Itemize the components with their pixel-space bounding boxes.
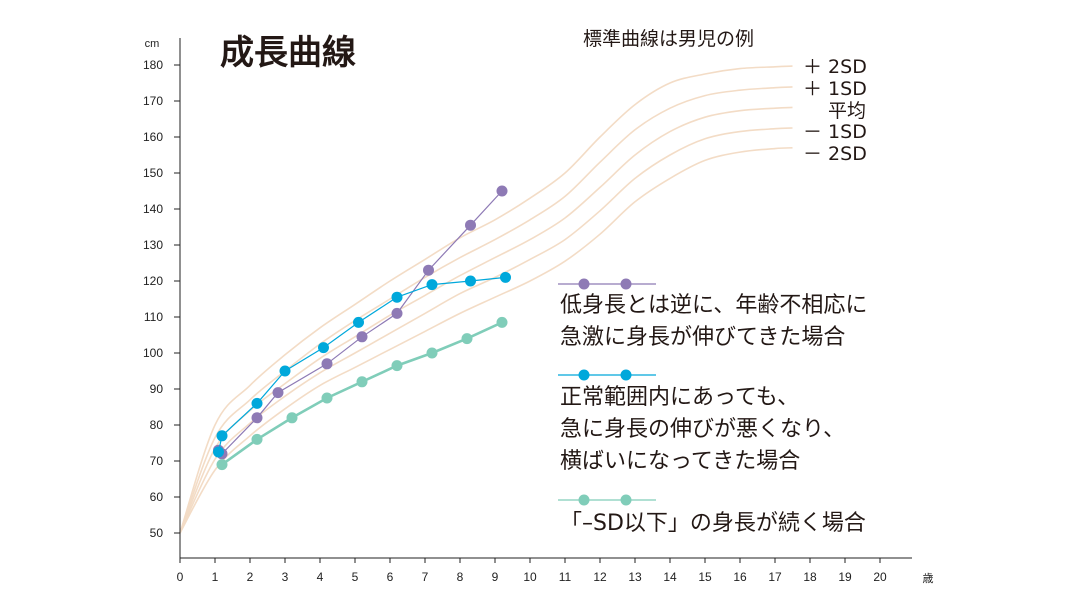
series-line (221, 321, 503, 466)
data-point (496, 185, 508, 197)
data-point (321, 392, 333, 404)
sd-curve-label: － 1SD (803, 121, 867, 143)
data-point (272, 387, 284, 399)
sd-curve (179, 106, 793, 534)
data-point (465, 275, 476, 287)
series-line (218, 190, 503, 455)
y-tick-label: 170 (143, 94, 163, 108)
y-tick-label: 110 (144, 310, 163, 324)
data-point (251, 433, 263, 445)
data-point (251, 412, 263, 424)
sd-curve (179, 127, 793, 534)
y-tick-label: 130 (143, 238, 163, 252)
y-tick-label: 180 (143, 58, 163, 72)
x-tick-label: 11 (559, 570, 572, 584)
y-tick-label: 60 (150, 490, 164, 504)
y-tick-label: 80 (150, 418, 164, 432)
x-tick-label: 2 (247, 570, 254, 584)
x-tick-label: 12 (593, 570, 607, 584)
legend-text-line: 急に身長の伸びが悪くなり、 (560, 417, 845, 442)
x-tick-label: 9 (492, 570, 499, 584)
x-tick-label: 8 (457, 570, 464, 584)
data-point (391, 307, 403, 319)
data-point (216, 459, 228, 471)
data-point (391, 291, 403, 303)
data-point (286, 412, 298, 424)
data-point (353, 316, 364, 328)
data-point (423, 264, 434, 276)
x-tick-label: 20 (873, 570, 887, 584)
y-tick-label: 70 (150, 454, 164, 468)
series-line (217, 276, 506, 453)
legend-sample-marker (578, 369, 590, 381)
y-tick-label: 120 (143, 274, 163, 288)
sd-curve (179, 65, 793, 534)
x-tick-label: 10 (523, 570, 537, 584)
x-tick-label: 13 (628, 570, 642, 584)
data-point (321, 358, 333, 370)
data-point (216, 430, 228, 442)
legend-text-line: 「–SD以下」の身長が続く場合 (560, 511, 866, 536)
y-tick-label: 160 (143, 130, 163, 144)
data-point (213, 446, 224, 458)
data-point (251, 397, 263, 409)
x-tick-label: 0 (177, 570, 184, 584)
legend-text-line: 低身長とは逆に、年齢不相応に (560, 293, 867, 318)
legend-text-line: 横ばいになってきた場合 (560, 449, 800, 474)
x-tick-label: 18 (803, 570, 817, 584)
x-tick-label: 1 (212, 570, 219, 584)
x-tick-label: 7 (422, 570, 429, 584)
data-point (318, 342, 329, 354)
y-tick-label: 150 (143, 166, 163, 180)
data-point (279, 365, 291, 377)
sd-curve-label: － 2SD (803, 143, 867, 165)
sd-curve (179, 147, 793, 534)
x-tick-label: 14 (663, 570, 677, 584)
x-tick-label: 15 (698, 570, 712, 584)
sd-curve-label: ＋ 1SD (803, 78, 867, 100)
legend-sample-marker (620, 278, 632, 290)
legend-sample-marker (620, 369, 632, 381)
sd-curve-label: 平均 (828, 100, 866, 122)
chart-title: 成長曲線 (220, 33, 356, 73)
x-tick-label: 17 (768, 570, 782, 584)
legend: 低身長とは逆に、年齢不相応に急激に身長が伸びてきた場合正常範囲内にあっても、急に… (558, 278, 867, 536)
y-tick-label: 100 (143, 346, 163, 360)
x-tick-label: 16 (733, 570, 747, 584)
data-point (356, 376, 368, 388)
sd-curve-label: ＋ 2SD (803, 56, 867, 78)
x-tick-label: 6 (387, 570, 394, 584)
legend-sample-marker (578, 278, 590, 290)
data-series (213, 185, 511, 471)
x-tick-label: 19 (838, 570, 852, 584)
x-tick-label: 4 (317, 570, 324, 584)
data-point (426, 279, 438, 291)
data-point (461, 333, 473, 345)
chart-subtitle: 標準曲線は男児の例 (583, 28, 754, 50)
axes: cm歳5060708090100110120130140150160170180… (143, 38, 934, 585)
x-tick-label: 3 (282, 570, 289, 584)
x-tick-label: 5 (352, 570, 359, 584)
data-point (496, 316, 508, 328)
data-point (465, 219, 476, 231)
data-point (356, 331, 368, 343)
data-point (426, 347, 438, 359)
legend-sample-marker (620, 494, 632, 506)
sd-curve (179, 86, 793, 534)
y-axis-unit: cm (145, 38, 160, 50)
y-tick-label: 50 (150, 526, 164, 540)
legend-text-line: 急激に身長が伸びてきた場合 (560, 325, 845, 350)
y-tick-label: 90 (150, 382, 164, 396)
data-point (500, 271, 511, 283)
x-axis-unit: 歳 (923, 572, 934, 585)
data-point (391, 360, 403, 372)
legend-text-line: 正常範囲内にあっても、 (560, 385, 799, 410)
legend-sample-marker (578, 494, 590, 506)
y-tick-label: 140 (143, 202, 163, 216)
